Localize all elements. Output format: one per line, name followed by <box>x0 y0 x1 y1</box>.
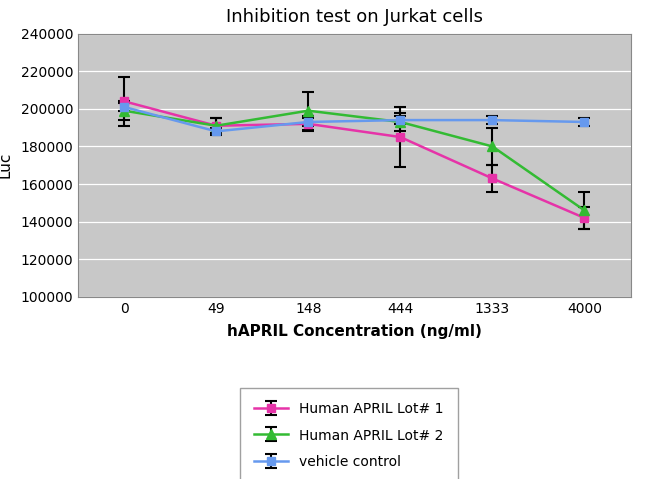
Y-axis label: Luc: Luc <box>0 152 12 179</box>
Title: Inhibition test on Jurkat cells: Inhibition test on Jurkat cells <box>226 9 483 26</box>
X-axis label: hAPRIL Concentration (ng/ml): hAPRIL Concentration (ng/ml) <box>227 324 482 339</box>
Legend: Human APRIL Lot# 1, Human APRIL Lot# 2, vehicle control: Human APRIL Lot# 1, Human APRIL Lot# 2, … <box>240 388 458 479</box>
